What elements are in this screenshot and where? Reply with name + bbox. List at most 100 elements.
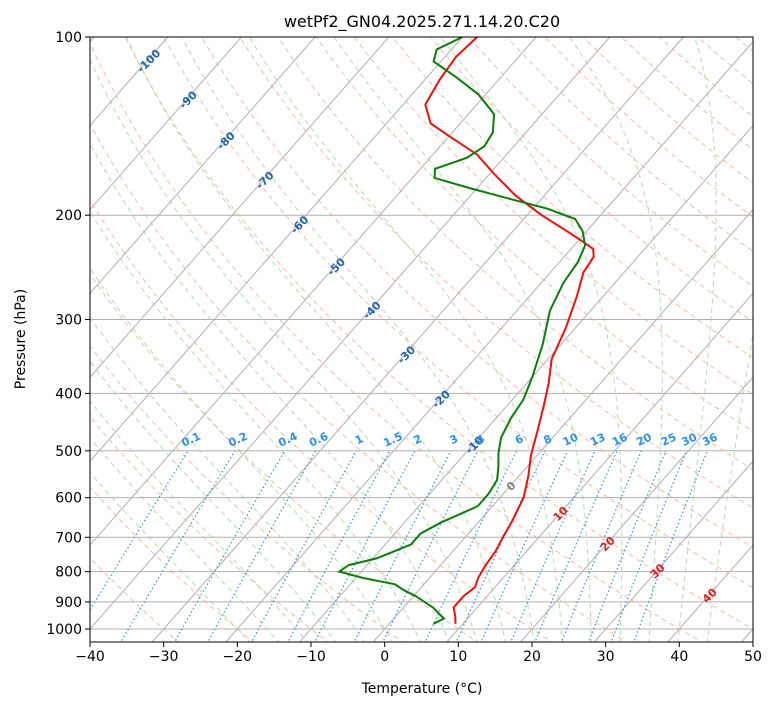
mixing-ratio-label: 8 — [542, 432, 554, 447]
isotherm-line — [593, 460, 753, 642]
x-tick-label: 0 — [380, 649, 389, 665]
mixing-ratio-label: 25 — [659, 431, 678, 449]
dry-adiabat-line — [90, 344, 404, 642]
chart-title: wetPf2_GN04.2025.271.14.20.C20 — [284, 12, 560, 32]
moist-adiabat-line — [677, 37, 717, 642]
isotherm-label: -40 — [360, 299, 383, 322]
mixing-ratio-label: 20 — [634, 430, 654, 448]
dry-adiabat-line — [430, 37, 753, 323]
isotherm-line — [225, 40, 753, 642]
moist-adiabat-line — [90, 142, 450, 642]
mixing-ratio-line — [610, 450, 688, 642]
dry-adiabat-line — [353, 37, 753, 395]
moist-adiabat-line — [706, 330, 753, 642]
isotherm-line — [741, 628, 753, 642]
x-axis-label: Temperature (°C) — [361, 681, 483, 697]
y-tick-label: 700 — [55, 530, 82, 546]
isotherm-line — [667, 544, 753, 642]
isotherm-line — [520, 376, 753, 642]
x-tick-label: −20 — [223, 649, 253, 665]
y-tick-label: 300 — [55, 312, 82, 328]
isotherm-line — [90, 37, 316, 295]
isotherm-label: -50 — [325, 255, 348, 278]
moist-adiabat-line — [181, 37, 535, 642]
moist-adiabat-line — [90, 267, 393, 642]
x-tick-label: 50 — [744, 649, 762, 665]
moist-adiabat-line — [125, 37, 507, 642]
mixing-ratio-label: 13 — [588, 431, 607, 449]
isotherm-label: -30 — [395, 343, 418, 366]
isotherm-line — [299, 124, 753, 642]
dry-adiabat-line — [162, 37, 753, 589]
dewpoint-line — [336, 37, 587, 625]
x-tick-label: 40 — [670, 649, 688, 665]
moist-adiabat-line — [248, 37, 564, 642]
x-tick-label: 10 — [449, 649, 467, 665]
isotherm-line — [90, 37, 611, 630]
mixing-ratio-line — [480, 450, 569, 642]
isotherm-line — [446, 292, 753, 642]
dry-adiabat-line — [90, 199, 553, 642]
y-tick-label: 200 — [55, 208, 82, 224]
mixing-ratio-label: 1 — [353, 432, 365, 447]
mixing-ratio-line — [382, 450, 479, 642]
isotherm-label: -90 — [177, 88, 200, 111]
dry-adiabat-line — [90, 122, 628, 642]
moist-adiabat-line — [90, 58, 478, 642]
x-tick-label: 30 — [597, 649, 615, 665]
moist-adiabat-line — [90, 210, 422, 642]
dry-adiabat-line — [544, 37, 753, 218]
mixing-ratio-line — [120, 450, 236, 642]
x-tick-label: 20 — [523, 649, 541, 665]
plot-area — [90, 37, 753, 642]
dry-adiabat-line — [201, 37, 753, 549]
y-tick-label: 400 — [55, 386, 82, 402]
isotherm-label: -20 — [430, 388, 453, 411]
y-tick-label: 1000 — [46, 622, 82, 638]
isotherm-line — [151, 37, 684, 642]
dry-adiabat-line — [277, 37, 753, 471]
moist-adiabat-line — [90, 400, 308, 642]
mixing-ratio-label: 36 — [700, 430, 720, 448]
y-tick-label: 500 — [55, 444, 82, 460]
mixing-ratio-label: 1.5 — [381, 430, 404, 450]
x-tick-label: −40 — [75, 649, 105, 665]
mixing-ratio-label: 10 — [561, 430, 581, 448]
temperature-line — [424, 37, 595, 624]
mixing-ratio-label: 0.2 — [226, 430, 249, 450]
dry-adiabat-line — [735, 37, 753, 52]
mixing-ratio-label: 2 — [412, 432, 424, 447]
y-tick-label: 600 — [55, 491, 82, 507]
mixing-ratio-line — [534, 450, 618, 642]
dry-adiabat-line — [239, 37, 753, 509]
mixing-ratio-label: 30 — [680, 430, 700, 448]
isotherm-label: -80 — [215, 129, 238, 152]
y-axis-label: Pressure (hPa) — [13, 289, 29, 389]
isotherm-line — [372, 208, 753, 642]
dry-adiabat-line — [124, 37, 753, 630]
mixing-ratio-label: 0.6 — [307, 430, 330, 450]
mixing-ratio-line — [353, 450, 452, 642]
mixing-ratio-line — [633, 450, 708, 642]
dry-adiabat-line — [90, 486, 254, 642]
mixing-ratio-line — [588, 450, 667, 642]
mixing-ratio-line — [206, 450, 317, 642]
zero-isotherm-label: 0 — [504, 479, 519, 494]
isotherm-line — [90, 37, 390, 379]
mixing-ratio-label: 6 — [513, 432, 526, 447]
moist-adiabat-line — [90, 437, 280, 642]
mixing-ratio-line — [560, 450, 642, 642]
isotherm-label: -70 — [253, 169, 276, 192]
dry-adiabat-line — [90, 415, 329, 642]
isotherm-label: -60 — [288, 213, 311, 236]
moist-adiabat-line — [90, 471, 251, 642]
x-tick-label: −10 — [296, 649, 326, 665]
isotherm-line — [90, 37, 537, 546]
dry-adiabat-line — [90, 42, 703, 642]
moist-adiabat-line — [90, 316, 365, 642]
dry-adiabat-line — [392, 37, 753, 359]
mixing-ratio-line — [173, 450, 286, 642]
mixing-ratio-label: 16 — [610, 430, 630, 448]
moist-adiabat-line — [90, 360, 337, 642]
